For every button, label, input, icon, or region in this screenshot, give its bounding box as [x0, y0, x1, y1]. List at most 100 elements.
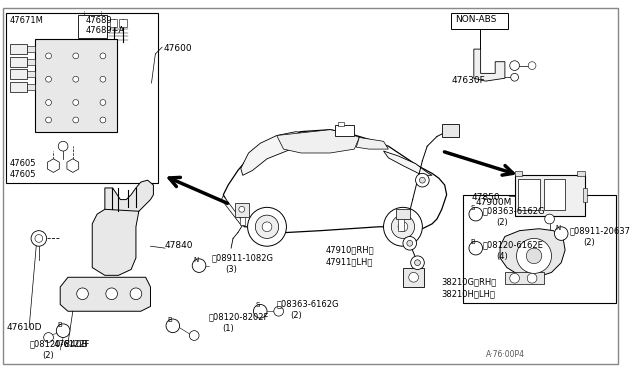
Text: (2): (2) [496, 218, 508, 227]
Circle shape [469, 207, 483, 221]
Bar [10, 82, 27, 92]
Circle shape [527, 273, 537, 283]
Circle shape [469, 241, 483, 255]
Bar [235, 203, 248, 217]
Circle shape [35, 235, 43, 242]
Bar [582, 188, 588, 202]
Text: A·76·00P4: A·76·00P4 [486, 350, 524, 359]
Bar [505, 272, 544, 284]
Bar [77, 15, 107, 38]
Text: (2): (2) [291, 311, 302, 320]
Polygon shape [105, 180, 154, 223]
Circle shape [192, 259, 206, 272]
Polygon shape [47, 159, 60, 172]
Circle shape [411, 256, 424, 269]
Bar [109, 19, 118, 27]
Bar [27, 59, 35, 65]
Text: 47900M: 47900M [476, 198, 512, 207]
Circle shape [545, 214, 554, 224]
Bar [10, 57, 27, 67]
Bar [27, 46, 35, 52]
Bar [398, 219, 404, 231]
Circle shape [73, 100, 79, 105]
Bar [577, 171, 584, 176]
Bar [338, 122, 344, 126]
Circle shape [516, 238, 552, 273]
Polygon shape [221, 196, 244, 225]
Circle shape [56, 324, 70, 337]
Text: ⒲08120-6162E: ⒲08120-6162E [483, 240, 543, 249]
Circle shape [106, 288, 118, 299]
Circle shape [45, 117, 51, 123]
Text: 47840B: 47840B [53, 340, 88, 349]
Text: (2): (2) [43, 351, 54, 360]
Bar [120, 19, 127, 27]
Circle shape [253, 304, 267, 318]
Polygon shape [223, 130, 447, 234]
Circle shape [100, 117, 106, 123]
Circle shape [189, 331, 199, 340]
Circle shape [45, 100, 51, 105]
Polygon shape [241, 132, 303, 175]
Circle shape [45, 76, 51, 82]
Text: B: B [470, 239, 476, 245]
Text: (1): (1) [222, 324, 234, 333]
Text: 38210H・LH・: 38210H・LH・ [442, 289, 495, 298]
Polygon shape [356, 137, 388, 149]
Circle shape [419, 177, 425, 183]
Circle shape [409, 272, 419, 282]
Circle shape [255, 215, 278, 238]
Text: Ⓞ08911-1082G: Ⓞ08911-1082G [212, 253, 274, 262]
Text: 47610D: 47610D [7, 323, 42, 332]
Text: ⒲08120-8202F: ⒲08120-8202F [209, 312, 269, 321]
Circle shape [398, 222, 408, 232]
Text: 47689+A: 47689+A [86, 26, 125, 35]
Polygon shape [383, 151, 432, 175]
Circle shape [77, 288, 88, 299]
Text: NON-ABS: NON-ABS [456, 15, 497, 24]
Circle shape [509, 273, 520, 283]
Circle shape [509, 61, 520, 70]
Circle shape [415, 260, 420, 266]
Text: N: N [556, 225, 561, 231]
Bar [335, 125, 355, 137]
Bar [515, 175, 584, 216]
Text: 47850: 47850 [472, 193, 500, 202]
Circle shape [31, 231, 47, 246]
Circle shape [274, 307, 284, 316]
Text: B: B [168, 317, 172, 323]
Text: 38210G・RH・: 38210G・RH・ [442, 277, 497, 286]
Circle shape [407, 240, 413, 246]
Text: 47630F: 47630F [451, 76, 485, 85]
Text: 47840: 47840 [165, 241, 193, 250]
Text: 47910・RH・: 47910・RH・ [325, 245, 374, 254]
Text: 47605: 47605 [10, 159, 36, 168]
Text: (3): (3) [225, 264, 237, 274]
Polygon shape [500, 229, 565, 277]
Bar [403, 267, 424, 287]
Polygon shape [67, 159, 79, 172]
Circle shape [100, 100, 106, 105]
Text: 47605: 47605 [10, 170, 36, 179]
Text: Ⓞ08911-20637: Ⓞ08911-20637 [570, 227, 631, 236]
Text: 47689: 47689 [86, 16, 112, 25]
Bar [396, 209, 410, 219]
Bar [442, 124, 460, 137]
Circle shape [73, 53, 79, 59]
Circle shape [130, 288, 141, 299]
Circle shape [403, 237, 417, 250]
Circle shape [391, 215, 415, 238]
Circle shape [100, 76, 106, 82]
Text: 47911・LH・: 47911・LH・ [325, 257, 372, 266]
Circle shape [73, 117, 79, 123]
Text: ⒲08120-6122F: ⒲08120-6122F [29, 339, 90, 349]
Polygon shape [276, 130, 359, 153]
Circle shape [44, 333, 53, 342]
Circle shape [100, 53, 106, 59]
Bar [6, 13, 158, 183]
Bar [27, 71, 35, 77]
Bar [518, 179, 540, 210]
Polygon shape [92, 209, 139, 275]
Circle shape [166, 319, 180, 333]
Circle shape [45, 53, 51, 59]
